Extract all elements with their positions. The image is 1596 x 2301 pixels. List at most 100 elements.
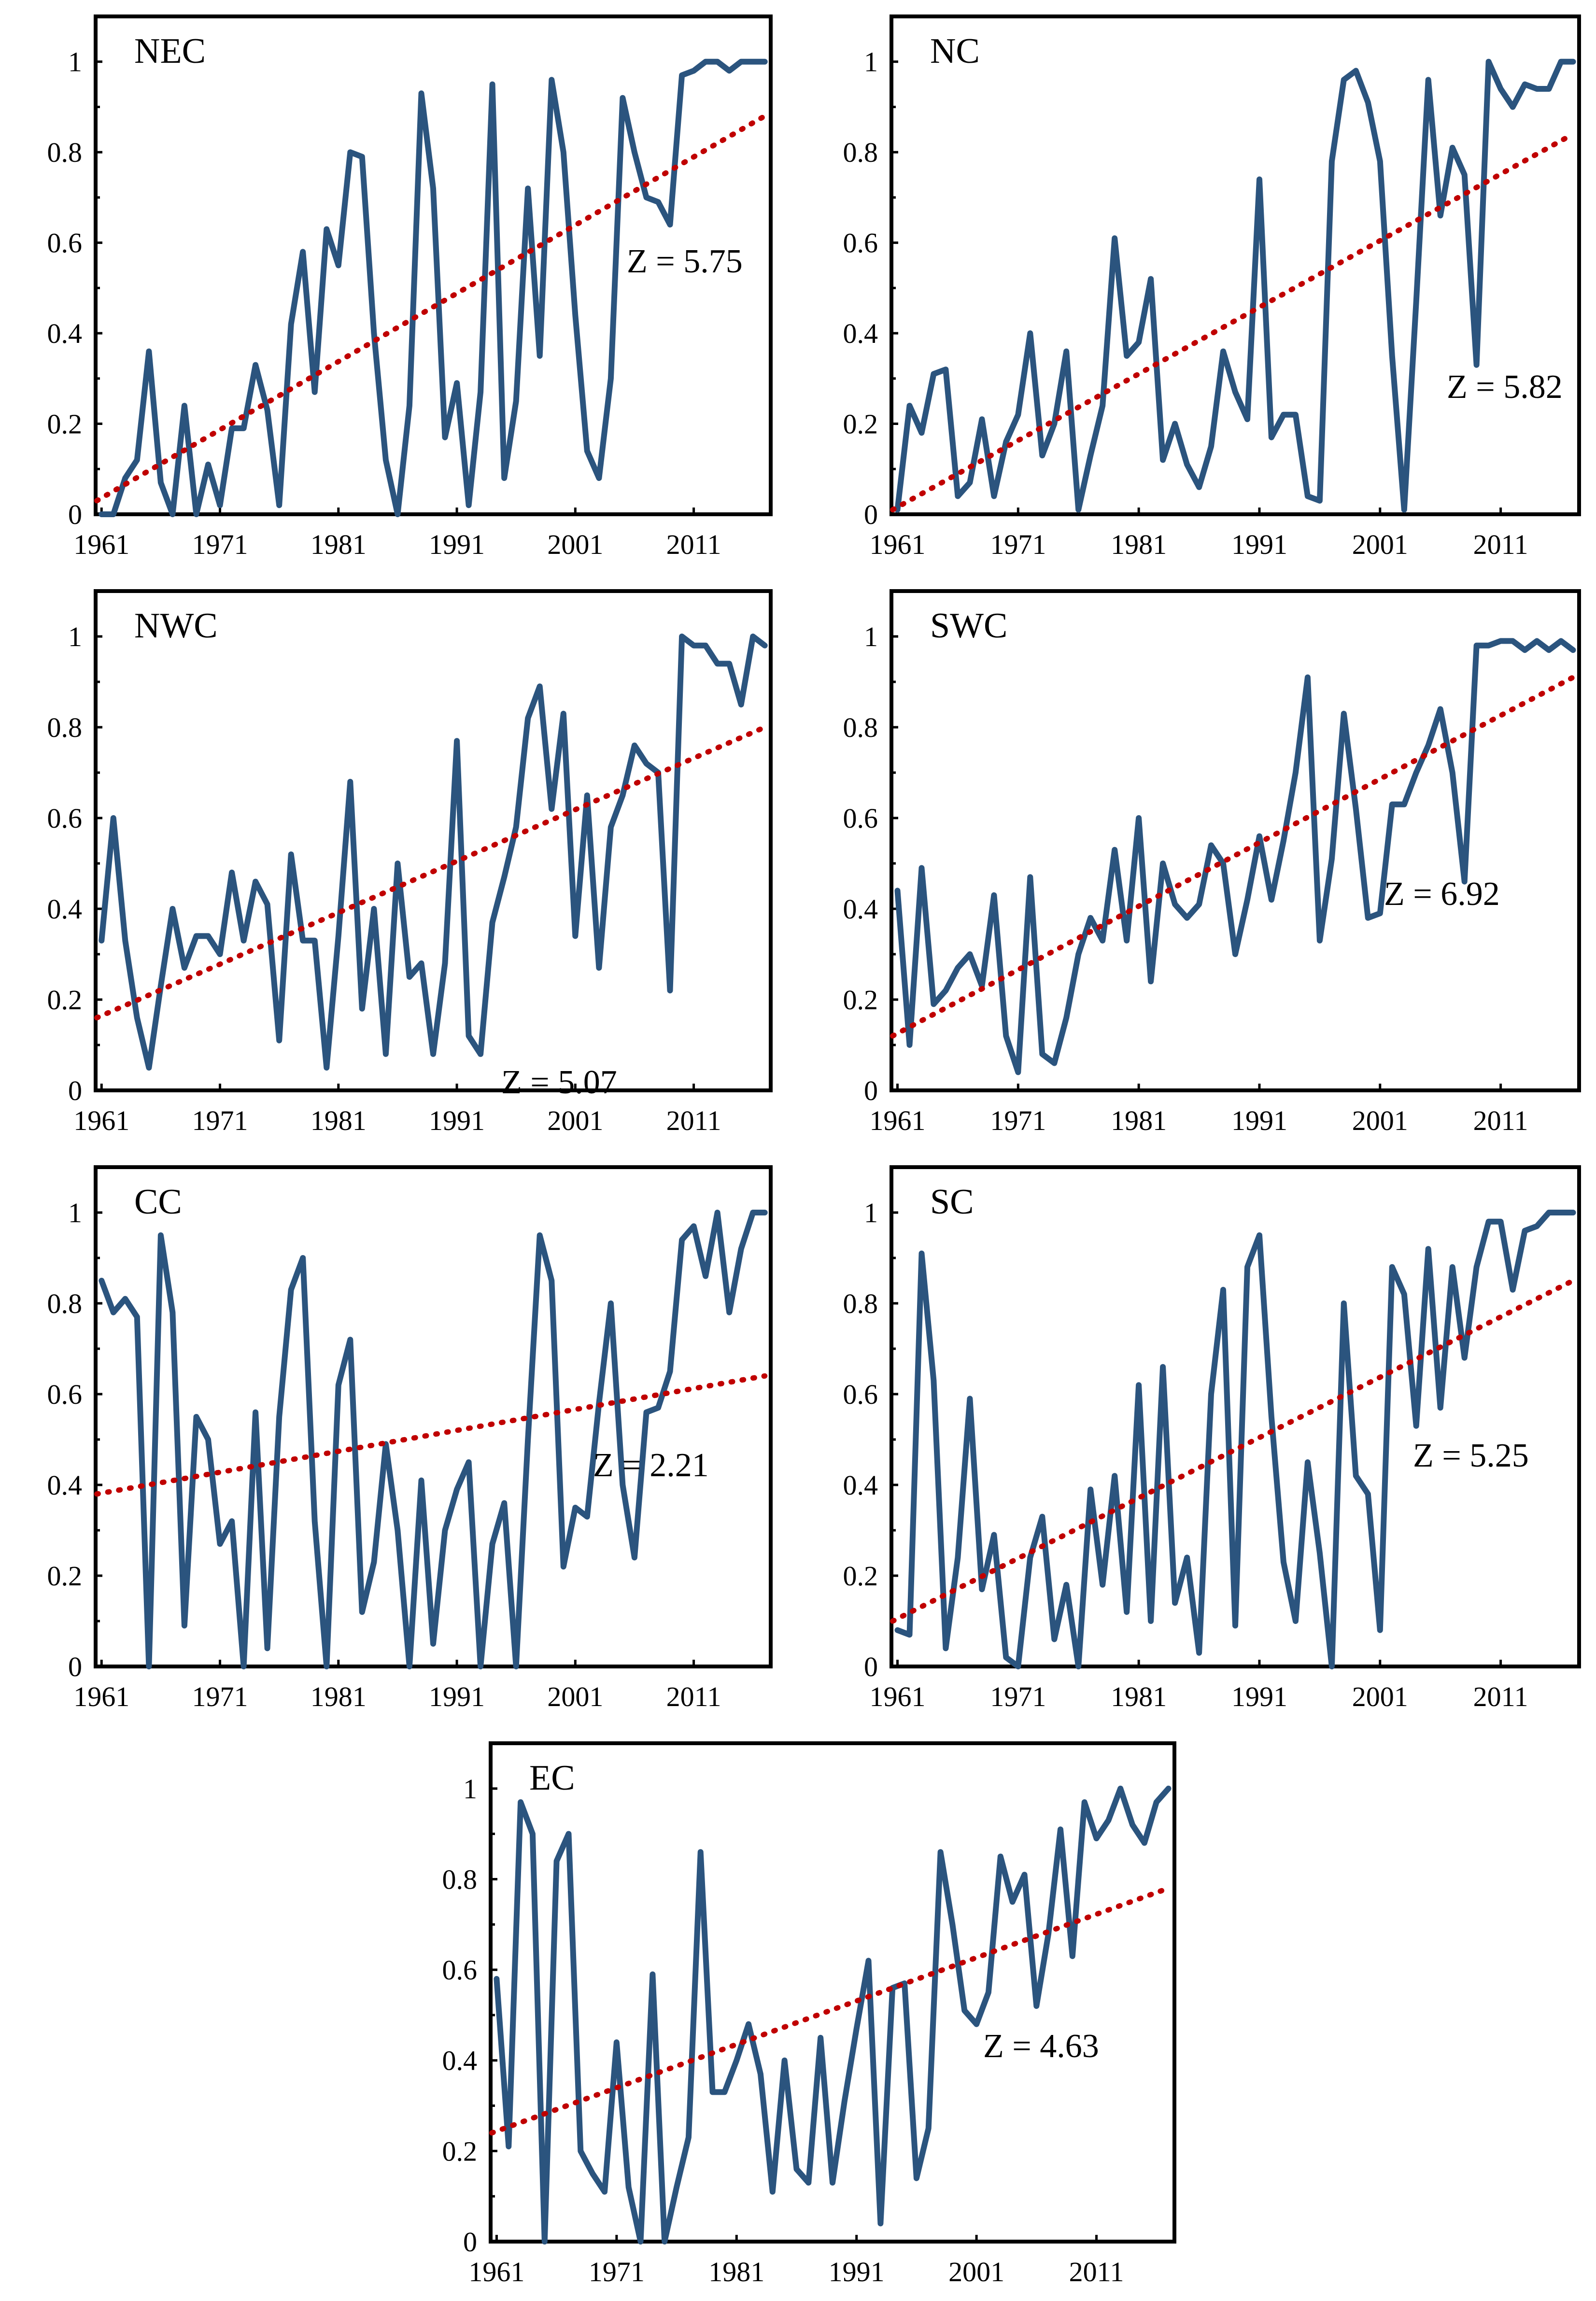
panel-nc: 0 0.2 0.4 0.6 0.8 1 1961 1971 1981 1991 2001 2011 NC… — [843, 14, 1581, 560]
y-tick-label: 1 — [68, 46, 82, 78]
x-tick-label: 1981 — [1111, 529, 1167, 560]
z-statistic-label: Z = 5.82 — [1447, 368, 1563, 406]
y-tick-label: 0.2 — [843, 984, 878, 1016]
plot-frame — [94, 589, 773, 1092]
y-tick-label: 1 — [864, 1197, 878, 1228]
y-tick-label: 0.6 — [843, 227, 878, 259]
panel-nec: 0 0.2 0.4 0.6 0.8 1 1961 1971 1981 1991 2001 2011 NE… — [47, 14, 773, 560]
y-tick-label: 0 — [68, 1651, 82, 1682]
x-tick-label: 1991 — [1231, 1681, 1287, 1712]
x-tick-label: 1961 — [468, 2256, 524, 2287]
x-tick-label: 1991 — [1231, 529, 1287, 560]
y-tick-label: 1 — [864, 621, 878, 652]
y-tick-label: 1 — [463, 1773, 477, 1805]
y-tick-label: 1 — [68, 1197, 82, 1228]
x-tick-label: 1981 — [1111, 1105, 1167, 1136]
panel-title: SC — [930, 1182, 974, 1222]
x-tick-label: 1991 — [429, 1681, 485, 1712]
panel-nwc: 0 0.2 0.4 0.6 0.8 1 1961 1971 1981 1991 2001 2011 NW… — [47, 589, 773, 1136]
trend-line — [489, 1885, 1172, 2136]
x-tick-label: 2011 — [1473, 1681, 1528, 1712]
x-tick-label: 1981 — [1111, 1681, 1167, 1712]
trend-line — [890, 675, 1576, 1039]
y-tick-label: 0.2 — [843, 1560, 878, 1592]
panel-title: NC — [930, 31, 980, 71]
x-tick-label: 1971 — [589, 2256, 645, 2287]
z-statistic-label: Z = 5.75 — [627, 243, 743, 280]
z-statistic-label: Z = 5.07 — [501, 1064, 617, 1101]
y-tick-label: 0 — [864, 499, 878, 530]
x-tick-label: 1961 — [869, 529, 925, 560]
y-tick-label: 0.2 — [47, 409, 83, 440]
y-tick-label: 0.8 — [843, 712, 878, 743]
x-tick-label: 2011 — [1473, 1105, 1528, 1136]
y-tick-label: 0.4 — [843, 318, 878, 349]
series-line-cc — [99, 1210, 768, 1669]
y-tick-label: 0.4 — [47, 1469, 83, 1501]
x-tick-label: 2011 — [1069, 2256, 1124, 2287]
x-tick-label: 1981 — [311, 1105, 367, 1136]
y-tick-label: 0.4 — [47, 318, 83, 349]
x-tick-label: 1981 — [708, 2256, 764, 2287]
y-tick-label: 0.4 — [47, 893, 83, 925]
y-tick-label: 0.2 — [442, 2135, 478, 2167]
y-tick-label: 0 — [864, 1075, 878, 1106]
y-tick-label: 0.6 — [843, 1379, 878, 1410]
y-tick-label: 1 — [68, 621, 82, 652]
y-tick-label: 0.6 — [47, 803, 83, 834]
x-tick-label: 1981 — [311, 529, 367, 560]
plot-frame — [489, 1741, 1176, 2244]
panel-title: CC — [134, 1182, 182, 1222]
plot-frame — [94, 14, 773, 516]
x-tick-label: 2011 — [1473, 529, 1528, 560]
z-statistic-label: Z = 2.21 — [593, 1447, 709, 1484]
y-tick-label: 0.2 — [47, 1560, 83, 1592]
y-tick-label: 0 — [463, 2226, 477, 2258]
y-tick-label: 0.8 — [47, 1288, 83, 1319]
x-tick-label: 1971 — [192, 529, 248, 560]
panel-swc: 0 0.2 0.4 0.6 0.8 1 1961 1971 1981 1991 2001 2011 SW… — [843, 589, 1581, 1136]
y-tick-label: 0 — [68, 499, 82, 530]
y-tick-label: 0.4 — [442, 2045, 478, 2076]
y-tick-label: 0.8 — [442, 1863, 478, 1895]
y-tick-label: 0.6 — [47, 1379, 83, 1410]
x-tick-label: 1991 — [429, 1105, 485, 1136]
series-line-nc — [894, 58, 1576, 513]
plot-frame — [890, 14, 1581, 516]
y-tick-label: 0.8 — [47, 137, 83, 168]
z-statistic-label: Z = 4.63 — [983, 2028, 1099, 2065]
y-tick-label: 0.8 — [47, 712, 83, 743]
series-line-nwc — [99, 634, 768, 1071]
series-line-ec — [494, 1785, 1172, 2245]
y-tick-label: 1 — [864, 46, 878, 78]
x-tick-label: 1971 — [990, 1681, 1046, 1712]
series-line-nec — [99, 58, 768, 517]
x-tick-label: 2011 — [666, 529, 721, 560]
plot-frame — [890, 1165, 1581, 1668]
x-tick-label: 1981 — [311, 1681, 367, 1712]
plot-frame — [94, 1165, 773, 1668]
trend-line — [94, 724, 768, 1021]
series-line-swc — [894, 638, 1576, 1075]
series-line-sc — [894, 1210, 1576, 1669]
x-tick-label: 1971 — [990, 1105, 1046, 1136]
x-tick-label: 1971 — [192, 1681, 248, 1712]
x-tick-label: 1961 — [73, 1681, 129, 1712]
y-tick-label: 0.8 — [843, 1288, 878, 1319]
panel-sc: 0 0.2 0.4 0.6 0.8 1 1961 1971 1981 1991 2001 2011 SC… — [843, 1165, 1581, 1712]
x-tick-label: 1991 — [829, 2256, 885, 2287]
x-tick-label: 1961 — [73, 529, 129, 560]
panel-title: NWC — [134, 606, 218, 646]
x-tick-label: 2001 — [547, 1105, 603, 1136]
trend-line — [94, 1373, 768, 1497]
trend-line — [890, 131, 1576, 513]
z-statistic-label: Z = 5.25 — [1413, 1437, 1529, 1474]
x-tick-label: 1961 — [869, 1681, 925, 1712]
panel-title: NEC — [134, 31, 206, 71]
panel-title: SWC — [930, 606, 1007, 646]
x-tick-label: 2001 — [1352, 529, 1408, 560]
x-tick-label: 2011 — [666, 1105, 721, 1136]
x-tick-label: 1961 — [869, 1105, 925, 1136]
panel-title: EC — [529, 1758, 575, 1798]
